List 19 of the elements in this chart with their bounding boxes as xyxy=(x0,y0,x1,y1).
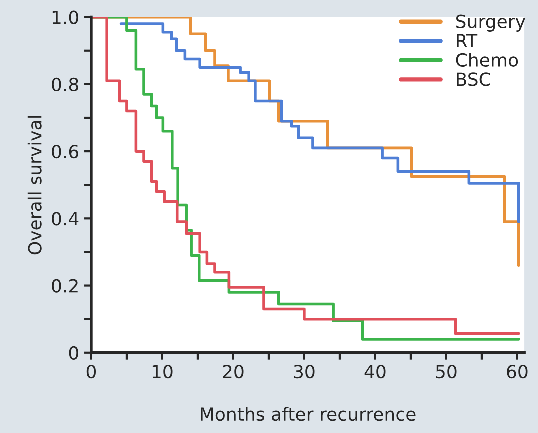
x-tick-label: 0 xyxy=(86,365,96,379)
x-tick-label: 50 xyxy=(436,365,457,379)
y-axis-title: Overall survival xyxy=(28,116,42,255)
y-tick-label: 0 xyxy=(69,346,78,360)
legend-label: RT xyxy=(457,34,478,48)
y-tick-label: 0.2 xyxy=(52,279,78,293)
y-tick-label: 0.4 xyxy=(52,212,79,226)
x-tick-label: 60 xyxy=(507,365,528,379)
x-tick-label: 20 xyxy=(223,365,244,379)
y-tick-label: 1.0 xyxy=(52,10,78,24)
y-tick-label: 0.8 xyxy=(52,78,78,92)
legend-label: BSC xyxy=(457,72,490,86)
legend-label: Chemo xyxy=(456,53,518,68)
x-tick-label: 30 xyxy=(294,365,315,379)
x-axis-title: Months after recurrence xyxy=(201,407,416,422)
legend-label: Surgery xyxy=(456,14,526,32)
x-tick-label: 40 xyxy=(364,365,386,379)
x-tick-label: 10 xyxy=(152,365,173,379)
y-tick-label: 0.6 xyxy=(52,145,79,159)
